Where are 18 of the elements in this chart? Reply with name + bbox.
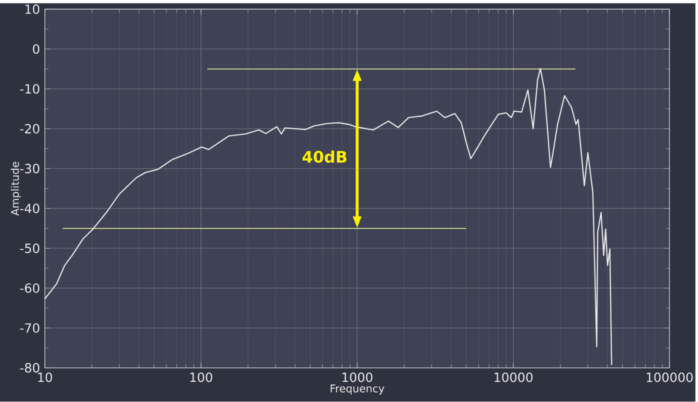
y-tick-label: 10: [25, 4, 40, 14]
x-tick-label: 10000: [494, 372, 533, 382]
annotation: 40dB: [302, 150, 346, 163]
x-axis-title: Frequency: [330, 384, 384, 395]
y-tick-label: -20: [20, 124, 40, 134]
y-axis-title: Amplitude: [10, 162, 22, 216]
y-tick-label: -40: [20, 204, 40, 214]
x-tick-label: 10: [38, 372, 52, 382]
y-tick-label: -60: [20, 283, 40, 294]
y-tick-label: -30: [20, 164, 40, 174]
y-tick-label: -70: [20, 323, 40, 333]
y-tick-label: -10: [20, 84, 40, 94]
x-tick-label: 100: [190, 372, 212, 382]
y-tick-label: -50: [20, 244, 40, 254]
y-tick-label: -80: [20, 363, 40, 373]
x-tick-label: 1000: [342, 372, 372, 382]
y-tick-label: 0: [32, 44, 40, 54]
x-tick-label: 100000: [646, 372, 693, 382]
